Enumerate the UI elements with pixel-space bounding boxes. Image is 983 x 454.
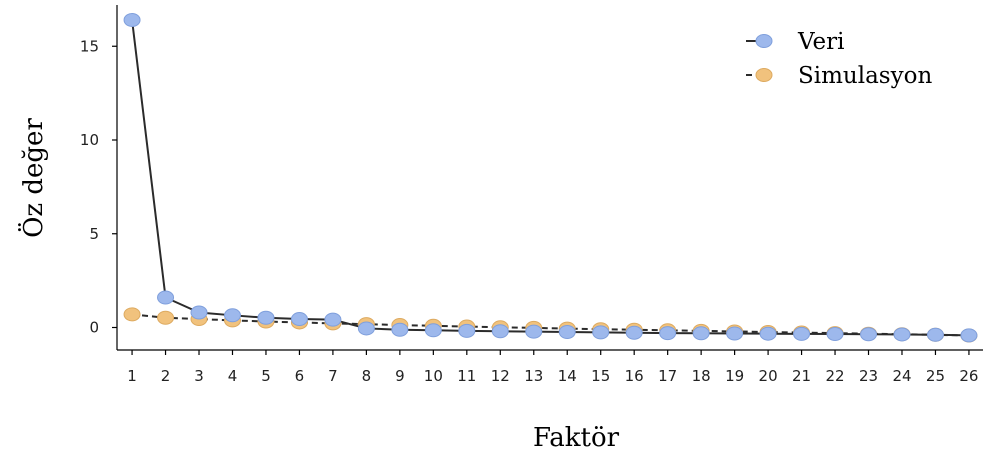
- x-tick-label: 17: [658, 367, 677, 385]
- data-point-veri: [458, 323, 476, 338]
- x-tick-label: 26: [959, 367, 978, 385]
- data-point-veri: [592, 325, 610, 340]
- data-point-veri: [726, 326, 744, 341]
- x-tick-label: 13: [524, 367, 543, 385]
- x-tick-label: 9: [395, 367, 405, 385]
- x-tick-label: 12: [491, 367, 510, 385]
- x-tick-label: 20: [759, 367, 778, 385]
- y-tick-label: 5: [89, 225, 99, 243]
- legend-label-veri: Veri: [797, 29, 844, 55]
- y-axis-ticks: 0 5 10 15: [80, 37, 117, 337]
- x-tick-label: 15: [591, 367, 610, 385]
- data-point-veri: [324, 312, 342, 327]
- data-point-veri: [123, 13, 141, 27]
- data-point-simulasyon: [123, 307, 141, 322]
- data-point-veri: [257, 310, 275, 325]
- legend-marker-simulasyon: [755, 68, 773, 82]
- x-tick-label: 6: [295, 367, 305, 385]
- x-tick-label: 25: [926, 367, 945, 385]
- data-point-veri: [223, 308, 241, 323]
- x-tick-label: 4: [228, 367, 238, 385]
- data-point-veri: [157, 290, 175, 305]
- plot-axes: [116, 5, 983, 351]
- x-tick-label: 7: [328, 367, 338, 385]
- x-tick-label: 1: [127, 367, 137, 385]
- x-tick-label: 21: [792, 367, 811, 385]
- y-tick-label: 15: [80, 37, 99, 55]
- legend-item-simulasyon: Simulasyon: [746, 63, 932, 89]
- data-point-veri: [826, 327, 844, 342]
- data-point-veri: [391, 322, 409, 337]
- x-tick-label: 23: [859, 367, 878, 385]
- data-point-veri: [424, 323, 442, 338]
- data-point-veri: [793, 326, 811, 341]
- data-point-veri: [290, 312, 308, 327]
- x-axis-ticks: 1 2 3 4 5 6 7 8 9 10 11 12 13 14 15 16 17 18 19 20 21 22 23 24 2…: [127, 350, 978, 385]
- series-points: [123, 13, 978, 343]
- data-point-veri: [926, 327, 944, 342]
- x-tick-label: 2: [161, 367, 171, 385]
- data-point-veri: [659, 326, 677, 341]
- y-tick-label: 10: [80, 131, 99, 149]
- x-tick-label: 3: [194, 367, 204, 385]
- legend-item-veri: Veri: [746, 29, 844, 55]
- legend: Veri Simulasyon: [746, 29, 932, 89]
- x-axis-title: Faktör: [533, 423, 620, 453]
- x-tick-label: 14: [558, 367, 577, 385]
- legend-label-simulasyon: Simulasyon: [798, 63, 932, 89]
- data-point-veri: [558, 325, 576, 339]
- data-point-veri: [190, 305, 208, 320]
- data-point-veri: [357, 321, 375, 336]
- data-point-veri: [759, 326, 777, 341]
- data-point-simulasyon: [157, 310, 175, 325]
- legend-marker-veri: [755, 34, 773, 48]
- data-point-veri: [692, 326, 710, 341]
- data-point-veri: [860, 327, 878, 342]
- x-tick-label: 18: [692, 367, 711, 385]
- y-axis-title: Öz değer: [17, 118, 49, 238]
- y-tick-label: 0: [89, 319, 99, 337]
- data-point-veri: [525, 324, 543, 339]
- data-point-veri: [491, 324, 509, 339]
- x-tick-label: 5: [261, 367, 271, 385]
- data-point-veri: [960, 328, 978, 343]
- data-point-veri: [893, 327, 911, 342]
- x-tick-label: 19: [725, 367, 744, 385]
- x-tick-label: 24: [892, 367, 911, 385]
- x-tick-label: 22: [825, 367, 844, 385]
- x-tick-label: 10: [424, 367, 443, 385]
- x-tick-label: 16: [625, 367, 644, 385]
- x-tick-label: 8: [362, 367, 372, 385]
- x-tick-label: 11: [457, 367, 476, 385]
- data-point-veri: [625, 325, 643, 340]
